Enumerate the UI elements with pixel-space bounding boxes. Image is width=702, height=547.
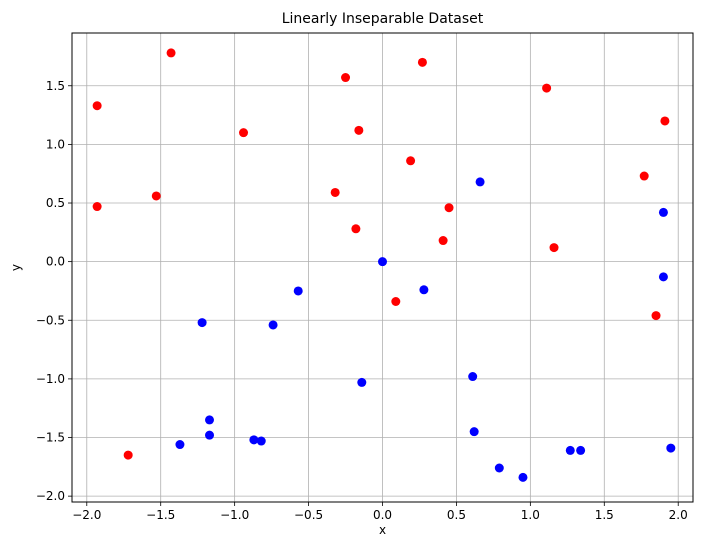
red-point: [639, 171, 649, 181]
blue-point: [175, 440, 185, 450]
blue-point: [494, 463, 504, 473]
x-tick-label: −1.0: [220, 508, 249, 522]
red-point: [351, 224, 361, 234]
red-point: [391, 297, 401, 307]
red-point: [92, 101, 102, 111]
grid-lines: [72, 33, 693, 502]
blue-point: [268, 320, 278, 330]
blue-point: [518, 472, 528, 482]
blue-point: [658, 272, 668, 282]
blue-point: [576, 445, 586, 455]
y-tick-label: −1.0: [36, 372, 65, 386]
y-tick-label: −2.0: [36, 489, 65, 503]
x-tick-label: 1.5: [595, 508, 614, 522]
x-tick-label: 1.0: [521, 508, 540, 522]
y-tick-label: 1.5: [46, 79, 65, 93]
y-tick-label: −0.5: [36, 313, 65, 327]
red-point: [438, 236, 448, 246]
red-point: [92, 202, 102, 212]
blue-point: [666, 443, 676, 453]
blue-point: [293, 286, 303, 296]
x-tick-label: −0.5: [294, 508, 323, 522]
red-point: [151, 191, 161, 201]
red-point: [549, 243, 559, 253]
x-axis-label: x: [379, 523, 386, 537]
blue-point: [256, 436, 266, 446]
data-points: [92, 48, 676, 482]
blue-point: [565, 445, 575, 455]
y-tick-label: −1.5: [36, 431, 65, 445]
blue-point: [205, 430, 215, 440]
x-tick-label: −2.0: [72, 508, 101, 522]
blue-point: [419, 285, 429, 295]
red-point: [166, 48, 176, 58]
x-tick-label: −1.5: [146, 508, 175, 522]
axis-ticks: −2.0 −1.5 −1.0 −0.5 0.0 0.5 1.0 1.5 2.0 −2.0 −1.5 −…: [36, 79, 688, 522]
y-tick-label: 0.5: [46, 196, 65, 210]
blue-point: [658, 207, 668, 217]
red-point: [354, 125, 364, 135]
blue-point: [469, 427, 479, 437]
red-point: [444, 203, 454, 213]
chart-title: Linearly Inseparable Dataset: [282, 11, 484, 27]
x-tick-label: 2.0: [669, 508, 688, 522]
x-tick-label: 0.0: [373, 508, 392, 522]
red-point: [406, 156, 416, 166]
red-point: [651, 311, 661, 321]
red-point: [417, 57, 427, 67]
red-point: [341, 73, 351, 83]
red-point: [239, 128, 249, 138]
blue-point: [468, 372, 478, 382]
red-point: [542, 83, 552, 93]
red-point: [660, 116, 670, 126]
x-tick-label: 0.5: [447, 508, 466, 522]
blue-point: [378, 257, 387, 267]
blue-point: [475, 177, 485, 187]
y-tick-label: 0.0: [46, 255, 65, 269]
red-point: [123, 450, 133, 460]
y-tick-label: 1.0: [46, 137, 65, 151]
blue-point: [197, 318, 207, 328]
y-axis-label: y: [9, 264, 23, 271]
blue-point: [249, 435, 259, 445]
blue-point: [205, 415, 215, 425]
blue-point: [357, 377, 367, 387]
red-point: [330, 187, 340, 197]
